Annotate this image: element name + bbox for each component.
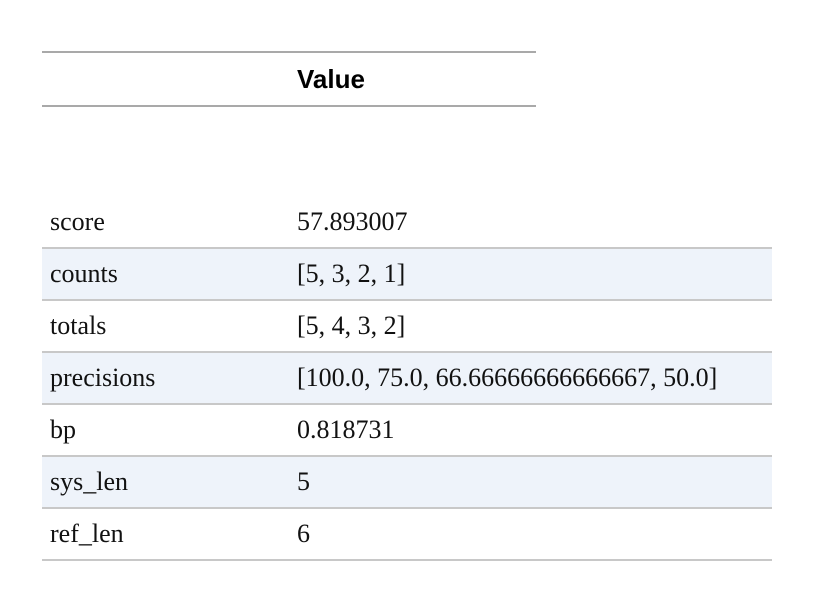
row-key: score (50, 207, 105, 236)
table-row-sys-len: sys_len 5 (42, 457, 772, 509)
row-key: counts (50, 259, 118, 288)
row-value: 57.893007 (297, 207, 408, 236)
row-key: totals (50, 311, 107, 340)
row-value: [100.0, 75.0, 66.66666666666667, 50.0] (297, 363, 718, 392)
table-row-score: score 57.893007 (42, 197, 772, 249)
row-value: [5, 3, 2, 1] (297, 259, 406, 288)
row-key: bp (50, 415, 76, 444)
table-row-totals: totals [5, 4, 3, 2] (42, 301, 772, 353)
table-row-precisions: precisions [100.0, 75.0, 66.666666666666… (42, 353, 772, 405)
value-column-header: Value (297, 64, 365, 94)
results-table: score 57.893007 counts [5, 3, 2, 1] tota… (42, 197, 772, 561)
row-value: [5, 4, 3, 2] (297, 311, 406, 340)
table-header: Value (42, 51, 536, 107)
row-key: precisions (50, 363, 156, 392)
row-value: 6 (297, 519, 310, 548)
table-row-bp: bp 0.818731 (42, 405, 772, 457)
row-key: sys_len (50, 467, 128, 496)
row-key: ref_len (50, 519, 124, 548)
table-row-counts: counts [5, 3, 2, 1] (42, 249, 772, 301)
row-value: 5 (297, 467, 310, 496)
row-value: 0.818731 (297, 415, 395, 444)
table-row-ref-len: ref_len 6 (42, 509, 772, 561)
